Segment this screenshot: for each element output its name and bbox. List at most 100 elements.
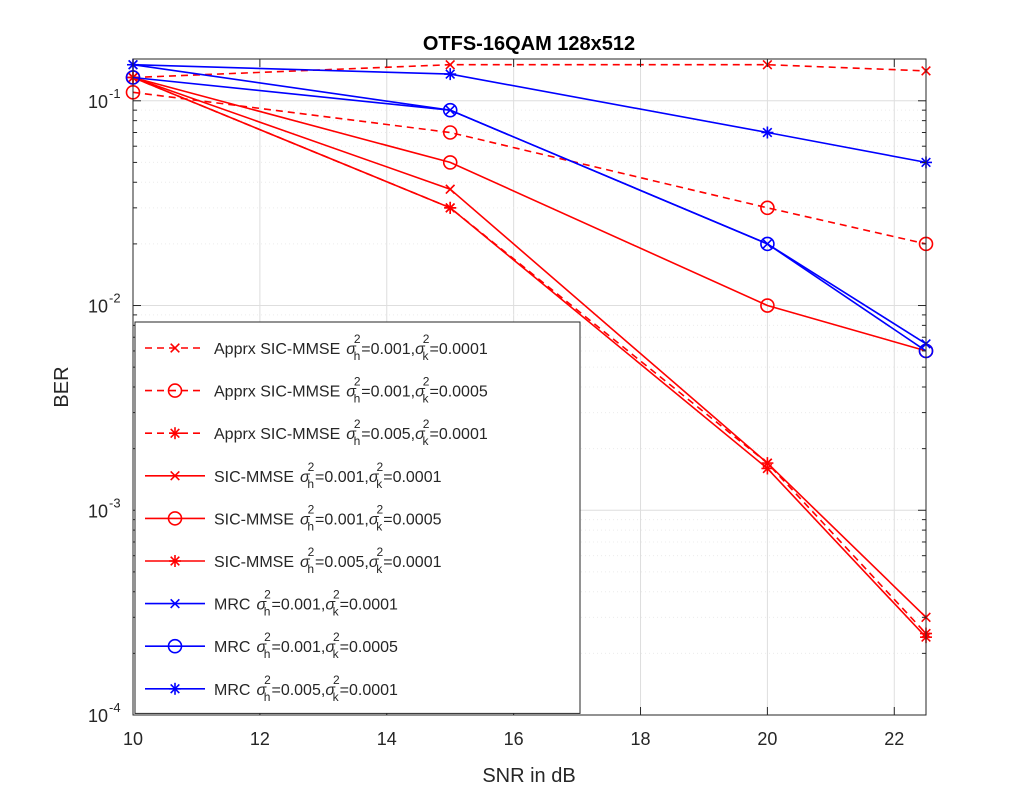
sigma-k-squared: 2 — [423, 417, 430, 431]
sigma-h-squared: 2 — [308, 460, 315, 474]
legend-marker — [170, 470, 180, 481]
x-tick-label: 20 — [757, 729, 777, 749]
sigma-h-symbol: σ — [300, 469, 311, 486]
x-tick-label: 22 — [884, 729, 904, 749]
legend-marker — [169, 555, 181, 567]
sigma-k-symbol: σ — [369, 554, 380, 571]
data-point — [760, 236, 775, 252]
legend-marker — [167, 638, 183, 654]
legend-prefix: SIC-MMSE — [214, 511, 294, 528]
sigma-k-symbol: σ — [415, 426, 426, 443]
series-line — [132, 63, 927, 79]
sigma-h-symbol: σ — [346, 384, 357, 401]
data-point — [442, 155, 458, 170]
legend-marker — [169, 427, 181, 440]
data-point — [444, 201, 457, 214]
y-tick-label: 10 -1 — [88, 86, 121, 112]
sigma-h-subscript: h — [264, 690, 271, 704]
sigma-h-value: 0.001 — [371, 384, 411, 401]
y-tick-exponent: -3 — [109, 495, 121, 510]
sigma-h-equals: = — [315, 554, 324, 571]
series-line — [132, 76, 927, 618]
y-tick-base: 10 — [88, 706, 108, 726]
y-tick-label: 10 -3 — [88, 495, 121, 521]
sigma-h-subscript: h — [354, 392, 361, 406]
chart-title: OTFS-16QAM 128x512 — [423, 33, 635, 55]
sigma-k-equals: = — [429, 384, 438, 401]
sigma-k-symbol: σ — [415, 341, 426, 358]
sigma-k-subscript: k — [376, 477, 383, 491]
x-axis-label: SNR in dB — [482, 765, 575, 787]
sigma-k-equals: = — [340, 597, 349, 614]
sigma-h-squared: 2 — [264, 630, 271, 644]
sigma-h-value: 0.001 — [281, 639, 321, 656]
sigma-k-squared: 2 — [423, 332, 430, 346]
sigma-h-value: 0.001 — [371, 341, 411, 358]
legend-label: Apprx SIC-MMSE σ2 h=0.001,σ2 k=0.0005 — [214, 375, 488, 406]
sigma-h-subscript: h — [354, 349, 361, 363]
sigma-k-equals: = — [383, 554, 392, 571]
sigma-h-symbol: σ — [256, 597, 267, 614]
legend-entry: SIC-MMSE σ2 h=0.005,σ2 k=0.0001 — [145, 545, 442, 576]
data-point — [444, 68, 457, 81]
sigma-k-equals: = — [340, 639, 349, 656]
legend-entry: Apprx SIC-MMSE σ2 h=0.001,σ2 k=0.0001 — [145, 332, 488, 363]
sigma-k-value: 0.0001 — [393, 554, 442, 571]
sigma-h-subscript: h — [264, 647, 271, 661]
series-line — [132, 91, 927, 245]
sigma-k-squared: 2 — [333, 630, 340, 644]
sigma-k-value: 0.0001 — [349, 682, 398, 699]
legend-entry: MRC σ2 h=0.001,σ2 k=0.0001 — [145, 588, 398, 619]
data-point — [760, 200, 775, 216]
legend-marker — [170, 598, 180, 609]
y-tick-exponent: -1 — [109, 86, 121, 101]
sigma-k-subscript: k — [422, 434, 429, 448]
sigma-h-subscript: h — [307, 477, 314, 491]
legend-label: Apprx SIC-MMSE σ2 h=0.001,σ2 k=0.0001 — [214, 332, 488, 363]
y-tick-label: 10 -2 — [88, 291, 121, 317]
sigma-k-subscript: k — [333, 690, 340, 704]
sigma-h-equals: = — [315, 469, 324, 486]
sigma-h-symbol: σ — [300, 511, 311, 528]
legend-label: MRC σ2 h=0.005,σ2 k=0.0001 — [214, 673, 398, 704]
sigma-k-subscript: k — [333, 647, 340, 661]
data-point — [760, 298, 775, 313]
sigma-k-value: 0.0001 — [349, 597, 398, 614]
sigma-h-subscript: h — [264, 605, 271, 619]
sigma-h-subscript: h — [307, 562, 314, 576]
y-tick-exponent: -4 — [109, 700, 121, 715]
sigma-h-symbol: σ — [346, 341, 357, 358]
sigma-k-subscript: k — [422, 392, 429, 406]
data-point — [761, 126, 774, 139]
legend-label: SIC-MMSE σ2 h=0.005,σ2 k=0.0001 — [214, 545, 442, 576]
legend-entry: Apprx SIC-MMSE σ2 h=0.005,σ2 k=0.0001 — [145, 417, 488, 448]
legend-marker — [167, 511, 183, 526]
data-point — [445, 59, 456, 70]
sigma-k-symbol: σ — [325, 682, 336, 699]
sigma-k-symbol: σ — [325, 639, 336, 656]
legend-label: MRC σ2 h=0.001,σ2 k=0.0005 — [214, 630, 398, 661]
data-point — [761, 462, 774, 475]
series-line — [132, 76, 927, 352]
x-tick-label: 12 — [250, 729, 270, 749]
sigma-h-squared: 2 — [308, 545, 315, 559]
legend-marker — [170, 343, 180, 353]
sigma-k-value: 0.0001 — [393, 469, 442, 486]
series-line — [132, 76, 927, 352]
legend-prefix: MRC — [214, 597, 250, 614]
y-tick-base: 10 — [88, 92, 108, 112]
sigma-k-squared: 2 — [333, 673, 340, 687]
sigma-h-equals: = — [271, 639, 280, 656]
sigma-h-equals: = — [361, 341, 370, 358]
legend-box — [134, 321, 581, 714]
legend-comma: , — [321, 639, 325, 656]
y-tick-base: 10 — [88, 297, 108, 317]
legend-label: SIC-MMSE σ2 h=0.001,σ2 k=0.0005 — [214, 502, 442, 533]
legend-entry: SIC-MMSE σ2 h=0.001,σ2 k=0.0001 — [145, 460, 442, 491]
x-tick-label: 16 — [504, 729, 524, 749]
sigma-k-subscript: k — [333, 605, 340, 619]
sigma-k-value: 0.0005 — [349, 639, 398, 656]
series-layer — [125, 58, 934, 644]
sigma-h-symbol: σ — [256, 639, 267, 656]
